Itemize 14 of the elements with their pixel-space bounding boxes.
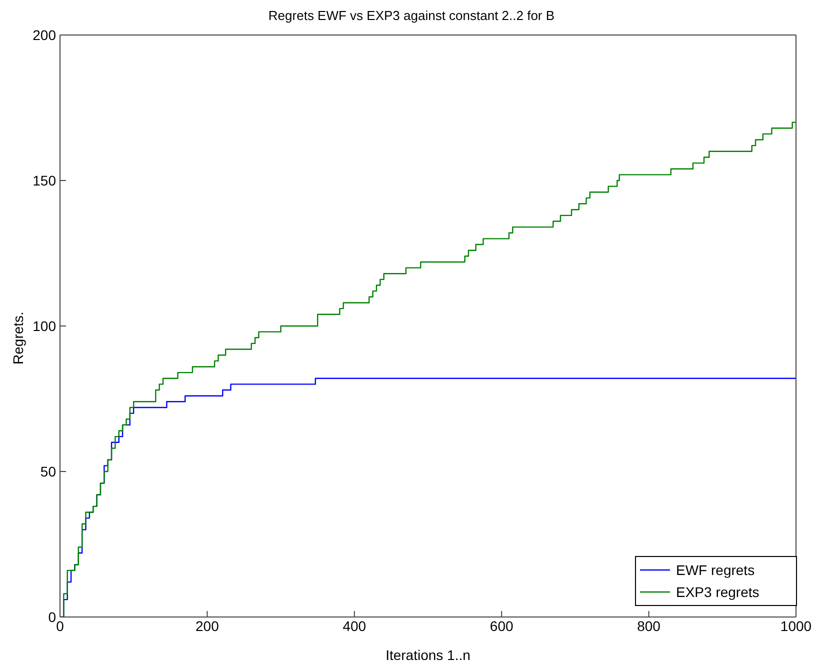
y-tick-label: 200 (32, 26, 56, 43)
legend-label: EWF regrets (676, 561, 755, 580)
x-tick-label: 600 (490, 618, 514, 634)
y-tick-label: 50 (40, 463, 56, 480)
y-tick-label: 100 (32, 318, 56, 334)
x-tick-label: 800 (637, 618, 661, 634)
x-axis-title: Iterations 1..n (386, 647, 470, 663)
chart-title: Regrets EWF vs EXP3 against constant 2..2 for B (267, 8, 556, 23)
x-tick-label: 1000 (780, 618, 812, 634)
x-tick-label: 200 (196, 618, 220, 634)
legend-label: EXP3 regrets (676, 583, 760, 602)
y-axis-title: Regrets. (10, 310, 26, 366)
y-tick-label: 150 (32, 172, 56, 188)
x-tick-label: 400 (342, 618, 366, 634)
